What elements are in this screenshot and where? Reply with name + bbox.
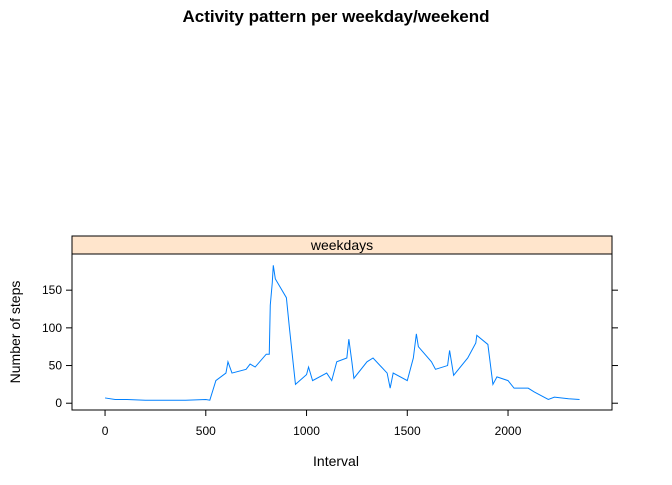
x-tick-label: 1500 — [394, 424, 421, 438]
x-tick-label: 0 — [102, 424, 109, 438]
chart-title: Activity pattern per weekday/weekend — [182, 7, 489, 26]
x-tick-label: 1000 — [293, 424, 320, 438]
data-line — [104, 265, 580, 401]
y-tick-label: 150 — [42, 283, 62, 297]
y-tick-label: 100 — [42, 321, 62, 335]
strip-label: weekdays — [310, 237, 373, 253]
y-axis-label: Number of steps — [7, 281, 23, 384]
panel — [71, 253, 613, 411]
x-tick-label: 2000 — [495, 424, 522, 438]
y-tick-label: 50 — [49, 359, 63, 373]
y-tick-label: 0 — [55, 396, 62, 410]
x-axis-label: Interval — [313, 453, 359, 469]
x-tick-label: 500 — [196, 424, 216, 438]
